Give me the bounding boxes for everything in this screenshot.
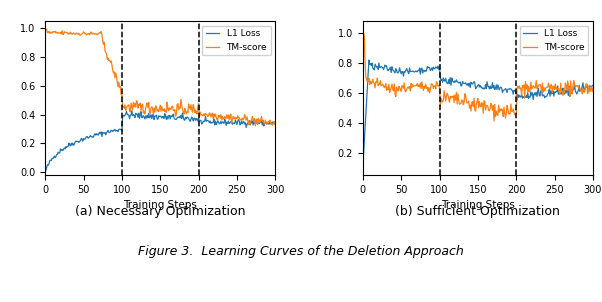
L1 Loss <box>223 120 231 124</box>
Legend: L1 Loss, TM-score: L1 Loss, TM-score <box>520 26 589 55</box>
TM-score <box>517 86 524 90</box>
TM-score <box>237 118 244 121</box>
Line: TM-score: TM-score <box>45 29 275 126</box>
Text: Figure 3.  Learning Curves of the Deletion Approach: Figure 3. Learning Curves of the Deletio… <box>138 245 464 258</box>
L1 Loss <box>589 83 597 87</box>
TM-score <box>143 104 150 107</box>
L1 Loss <box>359 166 367 169</box>
L1 Loss <box>461 82 468 85</box>
TM-score <box>541 89 548 93</box>
TM-score <box>252 124 259 128</box>
L1 Loss <box>573 92 580 96</box>
TM-score <box>42 28 49 32</box>
L1 Loss <box>541 96 548 100</box>
X-axis label: Training Steps: Training Steps <box>441 201 515 210</box>
L1 Loss <box>453 78 460 82</box>
L1 Loss <box>200 119 207 123</box>
X-axis label: Training Steps: Training Steps <box>123 201 197 210</box>
TM-score <box>223 113 231 117</box>
L1 Loss <box>42 170 49 174</box>
L1 Loss <box>272 123 279 126</box>
L1 Loss <box>128 109 135 112</box>
TM-score <box>554 87 561 91</box>
TM-score <box>272 124 279 127</box>
L1 Loss <box>517 95 524 99</box>
Line: TM-score: TM-score <box>363 33 593 168</box>
L1 Loss <box>237 123 244 127</box>
TM-score <box>42 27 49 31</box>
TM-score <box>135 102 142 106</box>
Text: (a) Necessary Optimization: (a) Necessary Optimization <box>75 205 246 218</box>
TM-score <box>359 166 367 169</box>
Line: L1 Loss: L1 Loss <box>45 111 275 172</box>
TM-score <box>453 90 460 94</box>
L1 Loss <box>143 116 150 120</box>
TM-score <box>256 120 264 124</box>
Legend: L1 Loss, TM-score: L1 Loss, TM-score <box>202 26 271 55</box>
L1 Loss <box>365 58 373 62</box>
TM-score <box>573 84 580 88</box>
TM-score <box>461 101 468 104</box>
TM-score <box>200 114 207 117</box>
L1 Loss <box>256 122 263 125</box>
L1 Loss <box>554 84 561 88</box>
L1 Loss <box>135 111 142 115</box>
Line: L1 Loss: L1 Loss <box>363 60 593 168</box>
TM-score <box>360 31 367 35</box>
TM-score <box>589 86 597 90</box>
Text: (b) Sufficient Optimization: (b) Sufficient Optimization <box>396 205 560 218</box>
